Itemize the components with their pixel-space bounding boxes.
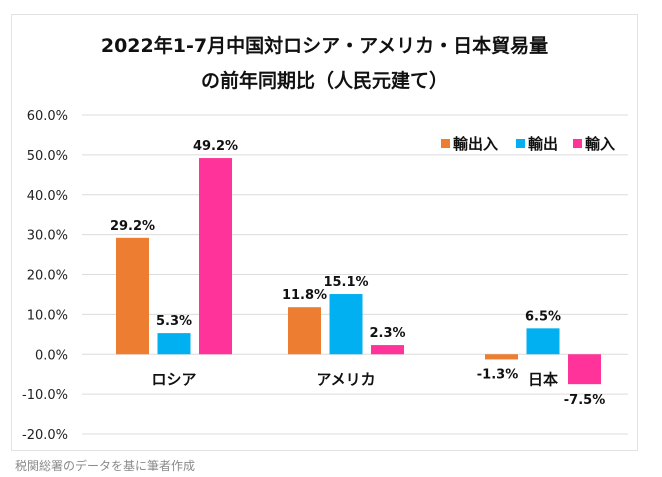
category-label: 日本 bbox=[528, 370, 558, 388]
bar bbox=[116, 237, 149, 355]
source-note: 税関総署のデータを基に筆者作成 bbox=[15, 459, 196, 473]
category-label: アメリカ bbox=[316, 370, 375, 388]
y-tick-label: 10.0% bbox=[27, 308, 68, 323]
data-label: -1.3% bbox=[477, 367, 518, 382]
data-label: 15.1% bbox=[323, 275, 368, 290]
bar bbox=[526, 328, 560, 355]
bars bbox=[116, 158, 601, 385]
y-tick-label: 60.0% bbox=[27, 109, 68, 124]
legend-label: 輸入 bbox=[585, 135, 615, 153]
y-tick-label: 20.0% bbox=[27, 269, 68, 284]
chart-title-line1: 2022年1-7月中国対ロシア・アメリカ・日本貿易量 bbox=[100, 35, 549, 57]
category-labels: ロシア アメリカ 日本 bbox=[151, 370, 558, 388]
category-label: ロシア bbox=[151, 370, 196, 388]
data-label: 29.2% bbox=[110, 219, 155, 234]
bar bbox=[288, 307, 321, 355]
bar bbox=[329, 294, 363, 355]
bar bbox=[371, 345, 404, 355]
legend-swatch bbox=[573, 139, 582, 148]
legend: 輸出入 輸出 輸入 bbox=[441, 135, 615, 153]
chart-frame bbox=[11, 14, 638, 451]
y-tick-label: 50.0% bbox=[27, 149, 68, 164]
y-axis-ticks: 60.0% 50.0% 40.0% 30.0% 20.0% 10.0% 0.0% -10.0%… bbox=[22, 109, 68, 443]
y-tick-label: 0.0% bbox=[35, 348, 68, 363]
bar bbox=[157, 333, 191, 355]
bar bbox=[568, 354, 601, 385]
bar bbox=[199, 158, 232, 355]
y-tick-label: -10.0% bbox=[22, 388, 68, 403]
y-tick-label: 40.0% bbox=[27, 189, 68, 204]
data-label: 5.3% bbox=[156, 314, 192, 329]
data-label: 49.2% bbox=[193, 139, 238, 154]
data-label: 6.5% bbox=[525, 309, 561, 324]
y-tick-label: 30.0% bbox=[27, 229, 68, 244]
bar bbox=[485, 354, 518, 360]
legend-swatch bbox=[516, 139, 525, 148]
legend-label: 輸出 bbox=[528, 135, 558, 153]
legend-label: 輸出入 bbox=[453, 135, 498, 153]
y-tick-label: -20.0% bbox=[22, 428, 68, 443]
data-labels: 29.2% 5.3% 49.2% 11.8%15.1% 2.3% -1.3% 6.5% -7.… bbox=[110, 139, 605, 408]
chart-title-line2: の前年同期比（人民元建て） bbox=[200, 70, 448, 92]
data-label: 11.8% bbox=[282, 288, 327, 303]
data-label: 2.3% bbox=[369, 326, 405, 341]
data-label: -7.5% bbox=[564, 393, 605, 408]
legend-swatch bbox=[441, 139, 450, 148]
